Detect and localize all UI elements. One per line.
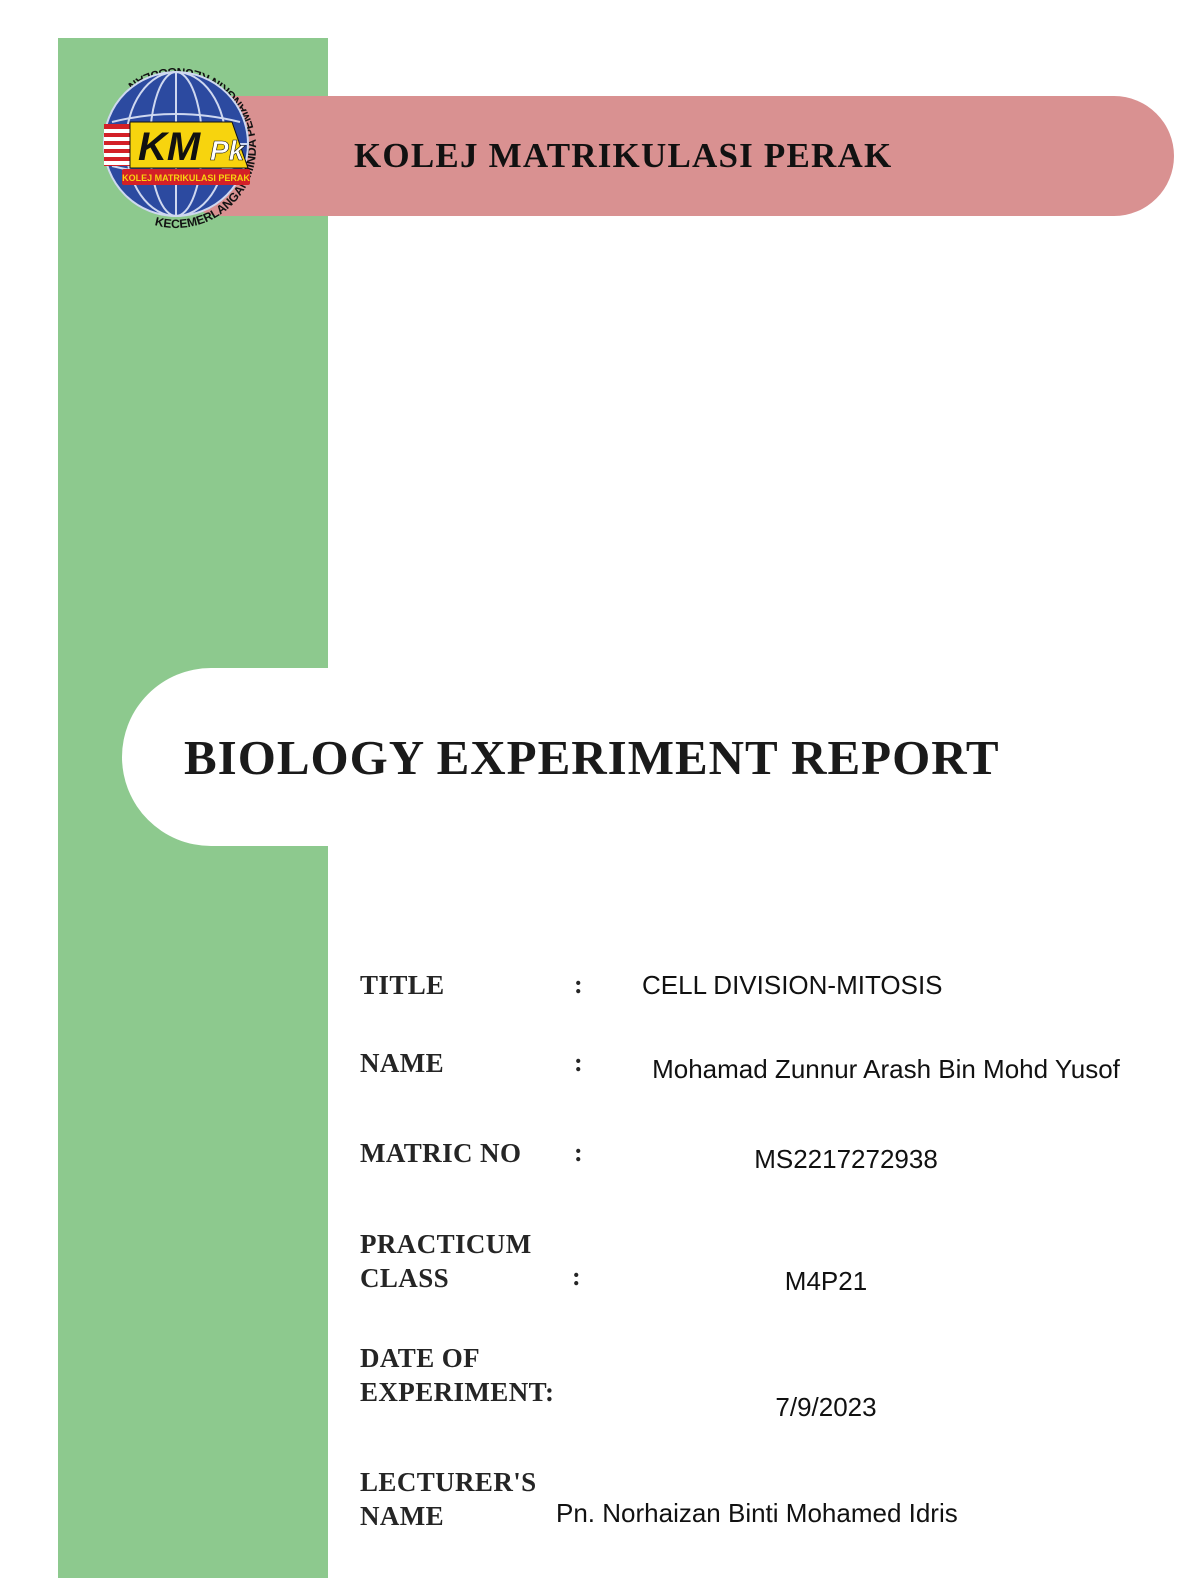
label-matric: MATRIC NO — [360, 1138, 570, 1169]
label-name: NAME — [360, 1048, 570, 1079]
globe-logo-icon: KECEMERLANGAN MINDA PEMANGKIN KEUNGGULAN… — [72, 44, 280, 252]
institute-name: KOLEJ MATRIKULASI PERAK — [354, 136, 892, 176]
value-matric: MS2217272938 — [596, 1144, 1096, 1175]
value-class: M4P21 — [596, 1266, 1056, 1297]
label-class: PRACTICUMCLASS — [360, 1228, 570, 1296]
value-title: CELL DIVISION-MITOSIS — [642, 970, 943, 1001]
field-class: PRACTICUMCLASS : M4P21 — [360, 1228, 1180, 1308]
value-lecturer: Pn. Norhaizan Binti Mohamed Idris — [556, 1498, 958, 1529]
report-title-box: BIOLOGY EXPERIMENT REPORT — [122, 668, 1200, 846]
report-details: TITLE : CELL DIVISION-MITOSIS NAME : Moh… — [360, 970, 1180, 1580]
field-title: TITLE : CELL DIVISION-MITOSIS — [360, 970, 1180, 1014]
institute-banner: KOLEJ MATRIKULASI PERAK — [164, 96, 1174, 216]
field-lecturer: LECTURER'SNAME Pn. Norhaizan Binti Moham… — [360, 1466, 1180, 1546]
label-title: TITLE — [360, 970, 570, 1001]
value-name: Mohamad Zunnur Arash Bin Mohd Yusof — [596, 1054, 1176, 1085]
svg-text:KM: KM — [138, 125, 202, 169]
colon: : — [574, 970, 600, 1000]
colon: : — [572, 1262, 598, 1292]
value-date: 7/9/2023 — [596, 1392, 1056, 1423]
label-lecturer: LECTURER'SNAME — [360, 1466, 570, 1534]
institute-logo: KECEMERLANGAN MINDA PEMANGKIN KEUNGGULAN… — [72, 44, 280, 252]
svg-text:KOLEJ MATRIKULASI PERAK: KOLEJ MATRIKULASI PERAK — [122, 173, 250, 183]
field-date: DATE OFEXPERIMENT: 7/9/2023 — [360, 1342, 1180, 1432]
report-title: BIOLOGY EXPERIMENT REPORT — [184, 729, 1000, 786]
label-date: DATE OFEXPERIMENT: — [360, 1342, 570, 1410]
svg-text:Pk: Pk — [210, 135, 246, 166]
field-matric: MATRIC NO : MS2217272938 — [360, 1138, 1180, 1194]
field-name: NAME : Mohamad Zunnur Arash Bin Mohd Yus… — [360, 1048, 1180, 1104]
